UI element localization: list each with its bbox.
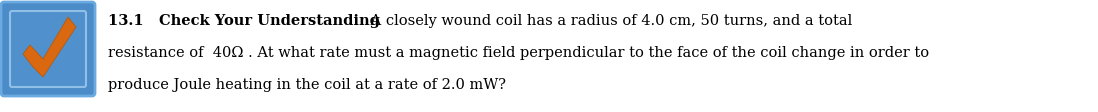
Text: resistance of  40Ω . At what rate must a magnetic field perpendicular to the fac: resistance of 40Ω . At what rate must a … (108, 46, 929, 59)
FancyBboxPatch shape (1, 3, 96, 96)
Text: produce Joule heating in the coil at a rate of 2.0 mW?: produce Joule heating in the coil at a r… (108, 77, 506, 91)
FancyBboxPatch shape (10, 12, 86, 87)
Polygon shape (23, 18, 76, 77)
Text: A closely wound coil has a radius of 4.0 cm, 50 turns, and a total: A closely wound coil has a radius of 4.0… (366, 14, 852, 28)
Text: 13.1   Check Your Understanding: 13.1 Check Your Understanding (108, 14, 385, 28)
